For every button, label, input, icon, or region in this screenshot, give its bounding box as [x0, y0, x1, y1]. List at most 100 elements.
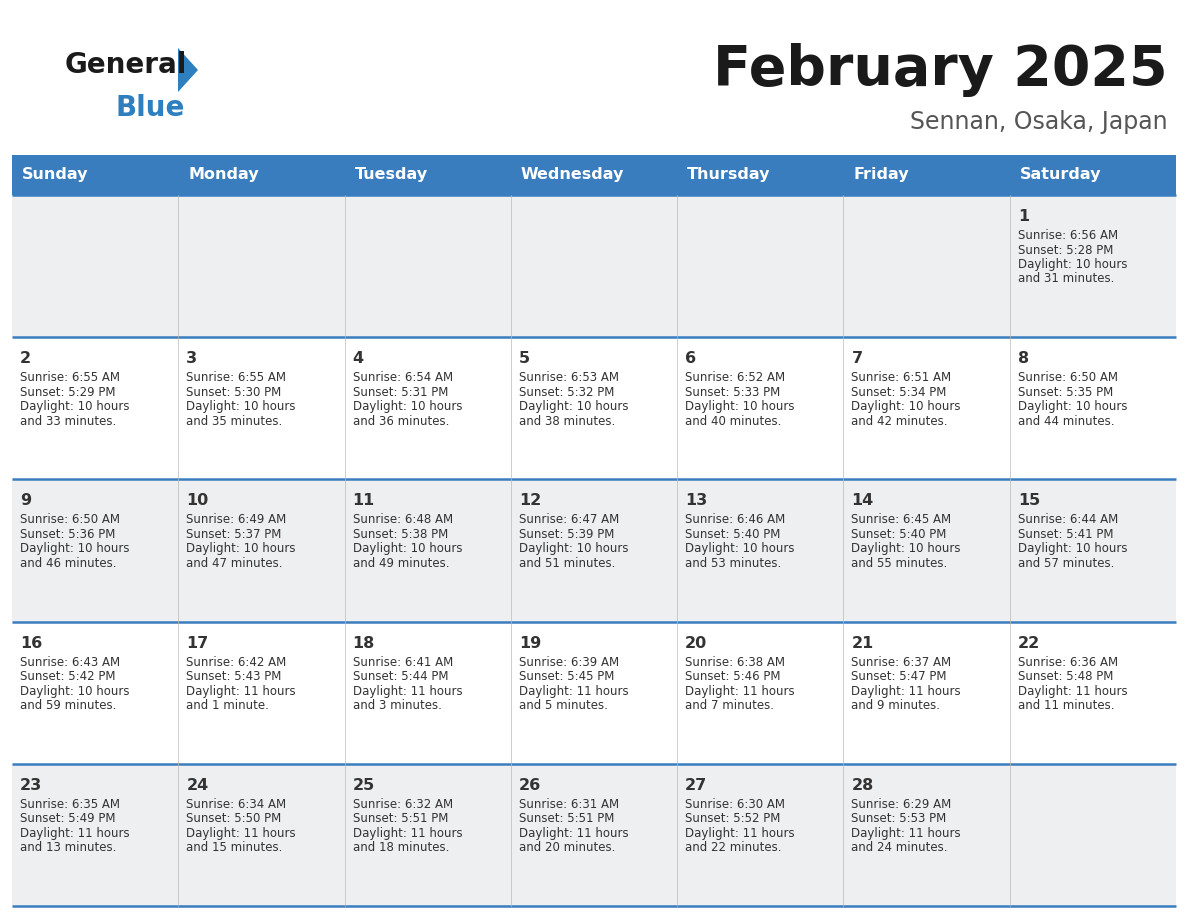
Text: 27: 27: [685, 778, 707, 793]
Text: Sunrise: 6:37 AM: Sunrise: 6:37 AM: [852, 655, 952, 668]
Text: 22: 22: [1018, 635, 1040, 651]
Text: 12: 12: [519, 493, 541, 509]
Text: Sunset: 5:49 PM: Sunset: 5:49 PM: [20, 812, 115, 825]
Text: and 13 minutes.: and 13 minutes.: [20, 841, 116, 855]
Text: Daylight: 10 hours: Daylight: 10 hours: [187, 543, 296, 555]
Text: Daylight: 10 hours: Daylight: 10 hours: [353, 543, 462, 555]
Text: and 49 minutes.: and 49 minutes.: [353, 557, 449, 570]
Text: and 1 minute.: and 1 minute.: [187, 700, 270, 712]
Text: Monday: Monday: [188, 167, 259, 183]
Text: Daylight: 10 hours: Daylight: 10 hours: [852, 400, 961, 413]
Text: Sunset: 5:47 PM: Sunset: 5:47 PM: [852, 670, 947, 683]
Text: Sunrise: 6:38 AM: Sunrise: 6:38 AM: [685, 655, 785, 668]
Text: Daylight: 10 hours: Daylight: 10 hours: [519, 400, 628, 413]
Text: 8: 8: [1018, 352, 1029, 366]
Text: 3: 3: [187, 352, 197, 366]
Text: Sunrise: 6:44 AM: Sunrise: 6:44 AM: [1018, 513, 1118, 526]
Text: Daylight: 10 hours: Daylight: 10 hours: [1018, 543, 1127, 555]
Text: and 33 minutes.: and 33 minutes.: [20, 415, 116, 428]
Text: 18: 18: [353, 635, 375, 651]
Text: Daylight: 11 hours: Daylight: 11 hours: [353, 685, 462, 698]
Text: Sunrise: 6:54 AM: Sunrise: 6:54 AM: [353, 371, 453, 385]
Text: 13: 13: [685, 493, 707, 509]
Text: 10: 10: [187, 493, 209, 509]
Text: Daylight: 10 hours: Daylight: 10 hours: [1018, 400, 1127, 413]
Text: Sunrise: 6:32 AM: Sunrise: 6:32 AM: [353, 798, 453, 811]
Polygon shape: [178, 48, 198, 92]
Text: Sunrise: 6:55 AM: Sunrise: 6:55 AM: [187, 371, 286, 385]
Bar: [511, 764, 677, 906]
Text: Sunrise: 6:35 AM: Sunrise: 6:35 AM: [20, 798, 120, 811]
Bar: [677, 337, 843, 479]
Text: Sunset: 5:45 PM: Sunset: 5:45 PM: [519, 670, 614, 683]
Text: Daylight: 10 hours: Daylight: 10 hours: [20, 543, 129, 555]
Text: and 53 minutes.: and 53 minutes.: [685, 557, 782, 570]
Text: 7: 7: [852, 352, 862, 366]
Bar: [511, 621, 677, 764]
Text: Sunrise: 6:56 AM: Sunrise: 6:56 AM: [1018, 229, 1118, 242]
Text: Sunset: 5:43 PM: Sunset: 5:43 PM: [187, 670, 282, 683]
Text: 1: 1: [1018, 209, 1029, 224]
Text: Wednesday: Wednesday: [520, 167, 624, 183]
Text: 17: 17: [187, 635, 209, 651]
Text: Sunset: 5:46 PM: Sunset: 5:46 PM: [685, 670, 781, 683]
Text: and 38 minutes.: and 38 minutes.: [519, 415, 615, 428]
Text: Sunset: 5:37 PM: Sunset: 5:37 PM: [187, 528, 282, 541]
Text: Sunrise: 6:51 AM: Sunrise: 6:51 AM: [852, 371, 952, 385]
Bar: [178, 337, 345, 479]
Bar: [677, 479, 843, 621]
Bar: [178, 479, 345, 621]
Text: and 5 minutes.: and 5 minutes.: [519, 700, 608, 712]
Bar: [843, 479, 1010, 621]
Text: and 3 minutes.: and 3 minutes.: [353, 700, 442, 712]
Bar: [843, 337, 1010, 479]
Text: and 47 minutes.: and 47 minutes.: [187, 557, 283, 570]
Text: Sunset: 5:53 PM: Sunset: 5:53 PM: [852, 812, 947, 825]
Bar: [1010, 337, 1176, 479]
Bar: [511, 337, 677, 479]
Text: Sunrise: 6:43 AM: Sunrise: 6:43 AM: [20, 655, 120, 668]
Text: and 11 minutes.: and 11 minutes.: [1018, 700, 1114, 712]
Text: Sunset: 5:28 PM: Sunset: 5:28 PM: [1018, 243, 1113, 256]
Text: 14: 14: [852, 493, 873, 509]
Text: Sunrise: 6:36 AM: Sunrise: 6:36 AM: [1018, 655, 1118, 668]
Bar: [345, 195, 511, 337]
Bar: [178, 621, 345, 764]
Text: and 18 minutes.: and 18 minutes.: [353, 841, 449, 855]
Text: February 2025: February 2025: [713, 43, 1168, 97]
Text: Sunrise: 6:50 AM: Sunrise: 6:50 AM: [20, 513, 120, 526]
Bar: [843, 764, 1010, 906]
Text: Sunrise: 6:49 AM: Sunrise: 6:49 AM: [187, 513, 286, 526]
Bar: [345, 155, 511, 195]
Text: Daylight: 10 hours: Daylight: 10 hours: [519, 543, 628, 555]
Text: 15: 15: [1018, 493, 1040, 509]
Text: Daylight: 10 hours: Daylight: 10 hours: [353, 400, 462, 413]
Text: Daylight: 10 hours: Daylight: 10 hours: [685, 400, 795, 413]
Bar: [677, 155, 843, 195]
Text: Friday: Friday: [853, 167, 909, 183]
Bar: [178, 195, 345, 337]
Text: and 24 minutes.: and 24 minutes.: [852, 841, 948, 855]
Text: and 22 minutes.: and 22 minutes.: [685, 841, 782, 855]
Text: Sunset: 5:42 PM: Sunset: 5:42 PM: [20, 670, 115, 683]
Text: 20: 20: [685, 635, 707, 651]
Text: and 42 minutes.: and 42 minutes.: [852, 415, 948, 428]
Text: Daylight: 10 hours: Daylight: 10 hours: [1018, 258, 1127, 271]
Text: Sunset: 5:50 PM: Sunset: 5:50 PM: [187, 812, 282, 825]
Text: Daylight: 11 hours: Daylight: 11 hours: [519, 685, 628, 698]
Text: General: General: [65, 51, 188, 79]
Bar: [677, 195, 843, 337]
Text: Sunrise: 6:42 AM: Sunrise: 6:42 AM: [187, 655, 286, 668]
Bar: [12, 764, 178, 906]
Text: Sunrise: 6:46 AM: Sunrise: 6:46 AM: [685, 513, 785, 526]
Bar: [1010, 155, 1176, 195]
Text: Daylight: 11 hours: Daylight: 11 hours: [519, 827, 628, 840]
Text: 26: 26: [519, 778, 541, 793]
Text: Sunset: 5:52 PM: Sunset: 5:52 PM: [685, 812, 781, 825]
Text: Sunset: 5:29 PM: Sunset: 5:29 PM: [20, 386, 115, 398]
Text: Sunset: 5:30 PM: Sunset: 5:30 PM: [187, 386, 282, 398]
Bar: [1010, 195, 1176, 337]
Text: Daylight: 11 hours: Daylight: 11 hours: [353, 827, 462, 840]
Text: 23: 23: [20, 778, 43, 793]
Text: Daylight: 11 hours: Daylight: 11 hours: [852, 685, 961, 698]
